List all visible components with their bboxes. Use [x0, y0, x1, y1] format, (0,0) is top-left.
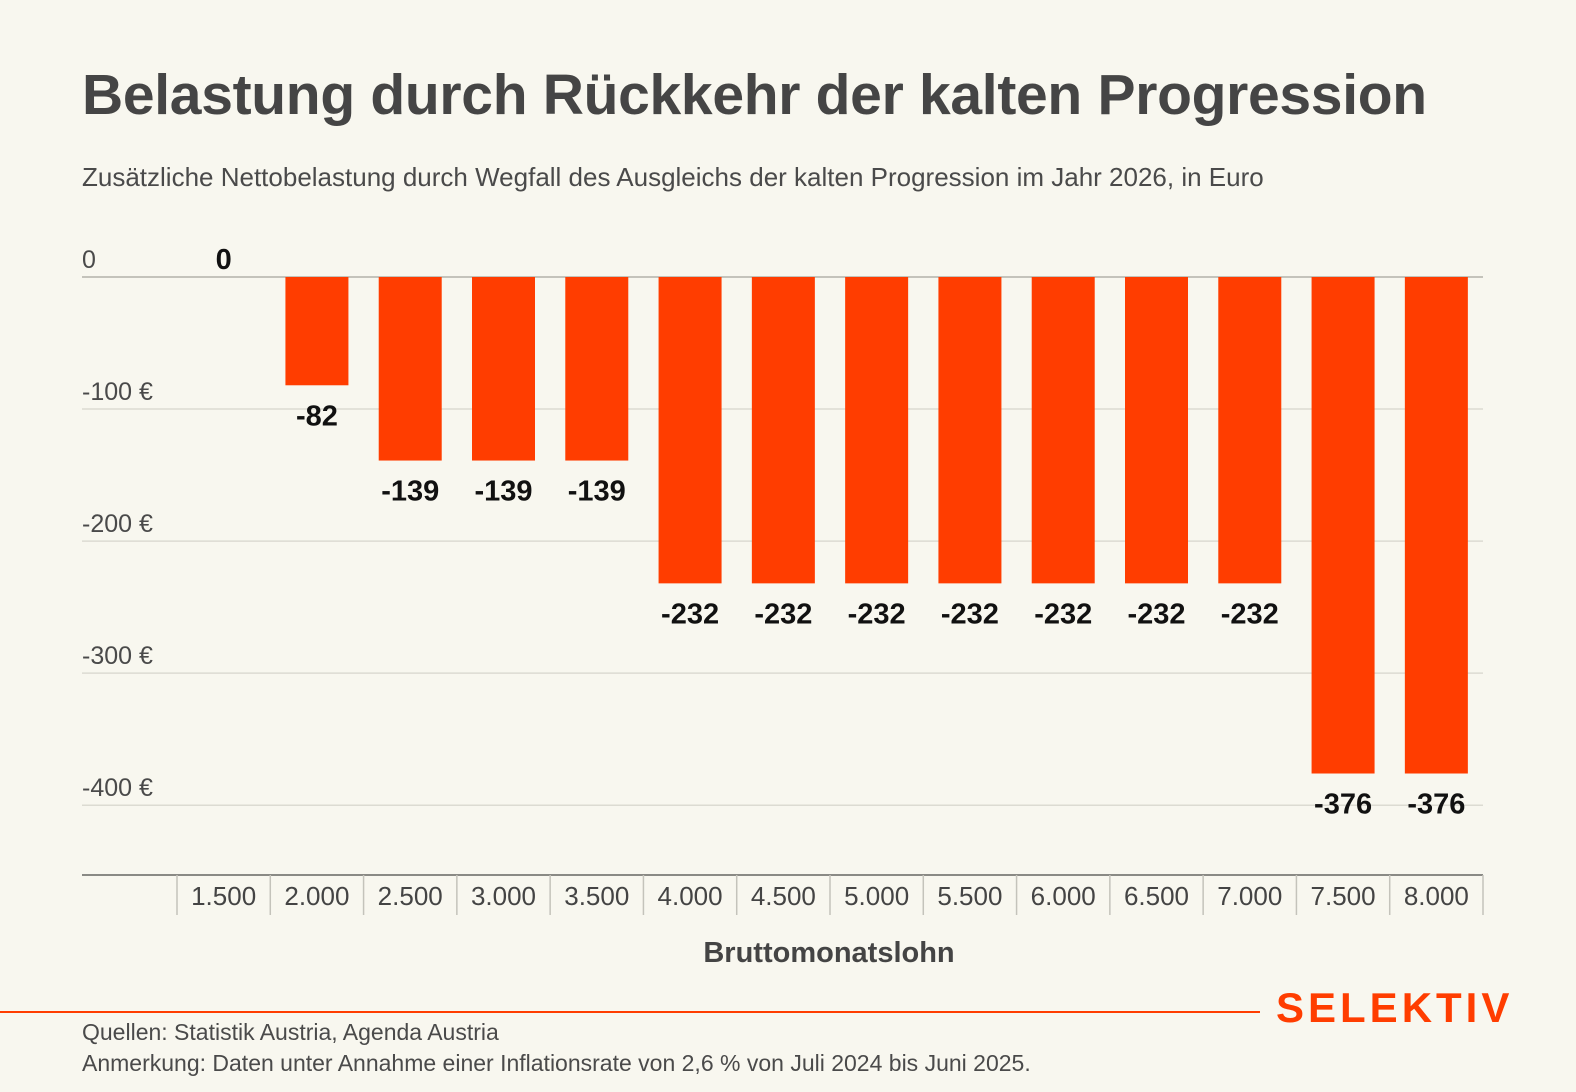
- bar: [1404, 277, 1468, 774]
- data-label: -232: [848, 598, 906, 630]
- data-labels: 0 -82 -139 -139 -139 -232 -232 -232 -232 -232 -232…: [216, 244, 1466, 821]
- bar: [285, 277, 349, 386]
- x-tick-label: 7.000: [1217, 881, 1282, 911]
- x-tick-label: 4.000: [658, 881, 723, 911]
- bar: [1311, 277, 1375, 774]
- data-label: -232: [1034, 598, 1092, 630]
- bar: [1218, 277, 1282, 584]
- x-tick-label: 4.500: [751, 881, 816, 911]
- x-tick-label: 5.000: [844, 881, 909, 911]
- footnote: Anmerkung: Daten unter Annahme einer Inf…: [82, 1050, 1031, 1076]
- bar: [565, 277, 629, 461]
- y-tick-label: 0: [82, 246, 96, 274]
- x-axis-title: Bruttomonatslohn: [703, 937, 954, 969]
- bar-chart: 0 -100 € -200 € -300 € -400 € 0 -82 -139 -139 -1…: [82, 244, 1484, 969]
- bar: [845, 277, 909, 584]
- data-label: -139: [381, 476, 439, 508]
- y-tick-label: -300 €: [82, 642, 153, 670]
- y-tick-label: -400 €: [82, 774, 153, 802]
- chart-title: Belastung durch Rückkehr der kalten Prog…: [82, 63, 1427, 127]
- data-label: -376: [1314, 789, 1372, 821]
- x-tick-label: 1.500: [191, 881, 256, 911]
- data-label: -232: [1221, 598, 1279, 630]
- footer-divider: [0, 1011, 1260, 1013]
- data-label: -139: [568, 476, 626, 508]
- bar: [472, 277, 535, 461]
- x-tick-label: 8.000: [1404, 881, 1469, 911]
- x-tick-label: 5.500: [937, 881, 1002, 911]
- x-tick-label: 6.000: [1031, 881, 1096, 911]
- bar: [658, 277, 722, 584]
- selektiv-logo: SELEKTIV: [1276, 984, 1514, 1031]
- data-label: -82: [296, 400, 338, 432]
- y-tick-label: -100 €: [82, 378, 153, 406]
- data-label: -232: [661, 598, 719, 630]
- data-label: -232: [1127, 598, 1185, 630]
- bar: [1031, 277, 1095, 584]
- x-tick-label: 2.000: [284, 881, 349, 911]
- source-note: Quellen: Statistik Austria, Agenda Austr…: [82, 1019, 499, 1045]
- x-tick-label: 2.500: [378, 881, 443, 911]
- y-tick-label: -200 €: [82, 510, 153, 538]
- data-label: -139: [474, 476, 532, 508]
- bars: [285, 277, 1468, 774]
- x-tick-label: 3.000: [471, 881, 536, 911]
- x-tick-label: 6.500: [1124, 881, 1189, 911]
- data-label: -376: [1407, 789, 1465, 821]
- bar: [938, 277, 1002, 584]
- x-tick-label: 3.500: [564, 881, 629, 911]
- bar: [751, 277, 815, 584]
- bar: [378, 277, 442, 461]
- x-axis: 1.500 2.000 2.500 3.000 3.500 4.000 4.500 5.000…: [82, 874, 1484, 915]
- y-axis-ticks: 0 -100 € -200 € -300 € -400 €: [82, 246, 153, 802]
- chart-subtitle: Zusätzliche Nettobelastung durch Wegfall…: [82, 162, 1264, 192]
- data-label: -232: [754, 598, 812, 630]
- bar: [1125, 277, 1188, 584]
- data-label: 0: [216, 244, 232, 276]
- x-tick-label: 7.500: [1311, 881, 1376, 911]
- data-label: -232: [941, 598, 999, 630]
